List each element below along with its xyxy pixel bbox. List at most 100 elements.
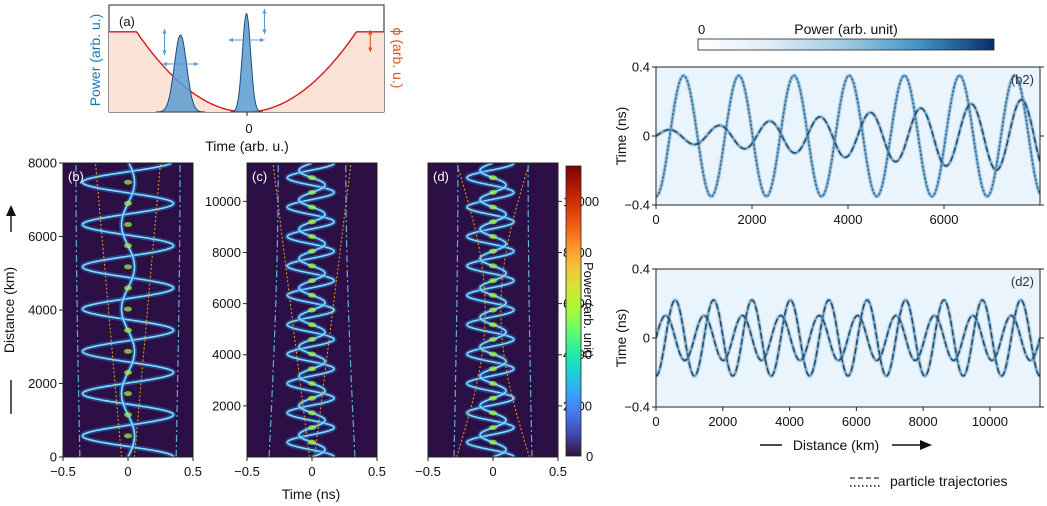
hot-spot: [489, 204, 497, 210]
heatmap-plot-area: [75, 163, 181, 457]
trajectory-1: [466, 163, 515, 457]
y-axis-label: Time (ns): [613, 107, 629, 166]
panel-d2-label: (d2): [1011, 274, 1034, 289]
y-tick-label: 0: [643, 331, 650, 346]
x-tick-label: 0: [652, 414, 659, 429]
hot-spot: [308, 248, 316, 254]
y-tick-label: 6000: [212, 296, 241, 311]
particle-trajectory-2: [656, 98, 1040, 171]
hot-spot: [124, 222, 132, 228]
y-tick-label: 0.4: [632, 262, 650, 277]
potential-edge: [314, 163, 352, 457]
time-xlabel: Time (ns): [282, 486, 341, 502]
hot-spot: [124, 369, 132, 375]
distance-xlabel: Distance (km): [793, 437, 879, 453]
pulse-1: [155, 34, 206, 112]
hot-spot: [308, 322, 316, 328]
y-tick-label: 2000: [28, 376, 57, 391]
panel-a: (a) 0 Time (arb. u.) Power (arb. u.) ϕ (…: [87, 4, 406, 154]
heatmap-colorbar-label: Power (arb. unit): [581, 262, 596, 358]
x-tick-label: 0.5: [549, 464, 567, 479]
hot-spot: [308, 219, 316, 225]
trajectory-1: [81, 163, 175, 457]
hot-spot: [489, 395, 497, 401]
hot-spot: [489, 410, 497, 416]
hot-spot: [124, 412, 132, 418]
hot-spot: [308, 307, 316, 313]
heatmap-colorbar: 0 Power (arb. unit): [565, 165, 596, 464]
y-tick-label: 8000: [212, 245, 241, 260]
panel-a-ylabel-left: Power (arb. u.): [87, 14, 103, 107]
hot-spot: [308, 204, 316, 210]
envelope-edge: [75, 163, 81, 457]
y-tick-label: −0.4: [624, 198, 650, 213]
potential-edge: [272, 163, 310, 457]
potential-edge: [95, 163, 122, 457]
legend: particle trajectories: [850, 473, 1008, 489]
x-tick-label: 0.5: [368, 464, 386, 479]
hot-spot: [308, 351, 316, 357]
hot-spot: [308, 410, 316, 416]
panel-a-xlabel: Time (arb. u.): [205, 138, 289, 154]
panel-b2-label: (b2): [1011, 72, 1034, 87]
hot-spot: [308, 278, 316, 284]
x-tick-label: 8000: [909, 414, 938, 429]
x-tick-label: 0.5: [184, 464, 202, 479]
hot-spot: [489, 263, 497, 269]
panel-a-plot-area: [109, 13, 384, 112]
x-tick-label: 6000: [930, 212, 959, 227]
y-tick-label: 8000: [28, 156, 57, 171]
particle-trajectory-1: [656, 74, 1040, 198]
y-tick-label: 2000: [212, 398, 241, 413]
x-tick-label: −0.5: [415, 464, 441, 479]
pulse1-vertical-arrow-head: [162, 29, 167, 34]
y-tick-label: 4000: [28, 303, 57, 318]
hot-spot: [124, 433, 132, 439]
hot-spot: [308, 336, 316, 342]
power-colorbar-gradient: [697, 38, 995, 51]
hot-spot: [489, 175, 497, 181]
pulse1-horizontal-arrow-head: [162, 61, 168, 67]
phase-vertical-arrow-head: [368, 47, 373, 52]
hot-spot: [124, 327, 132, 333]
pulse2-vertical-arrow-head: [262, 9, 267, 14]
phase-curve: [109, 31, 384, 112]
potential-edge: [134, 163, 161, 457]
pulse1-horizontal-arrow: [162, 61, 199, 67]
panel-a-label: (a): [119, 14, 135, 29]
hot-spot: [489, 248, 497, 254]
panel-a-arrows: [162, 9, 373, 67]
phase-vertical-arrow-head: [368, 30, 373, 35]
y-tick-label: 0: [50, 450, 57, 465]
hot-spot: [489, 189, 497, 195]
hot-spot: [489, 292, 497, 298]
pulse2-vertical-arrow: [262, 9, 267, 34]
potential-edge: [500, 163, 530, 457]
hot-spot: [124, 348, 132, 354]
legend-label: particle trajectories: [890, 473, 1008, 489]
hot-spot: [489, 307, 497, 313]
distance-right-arrow: [760, 440, 932, 450]
phase-vertical-arrow: [368, 30, 373, 52]
hot-spot: [489, 381, 497, 386]
plot-area: [656, 73, 1040, 199]
hot-spot: [308, 439, 316, 445]
hot-spot: [308, 366, 316, 372]
hot-spot: [489, 366, 497, 372]
pulse1-vertical-arrow: [162, 29, 167, 55]
pulse2-horizontal-arrow-head: [228, 37, 234, 43]
particle-trajectory-1: [656, 299, 1040, 377]
x-tick-label: 6000: [842, 414, 871, 429]
hot-spot: [308, 189, 316, 195]
hot-spot: [124, 264, 132, 270]
envelope-edge: [268, 163, 279, 457]
heatmap-plot-area: [453, 163, 533, 457]
hot-spot: [124, 179, 132, 185]
panel-b-label: (b): [68, 169, 84, 184]
envelope-edge: [527, 163, 533, 457]
x-tick-label: 2000: [738, 212, 767, 227]
